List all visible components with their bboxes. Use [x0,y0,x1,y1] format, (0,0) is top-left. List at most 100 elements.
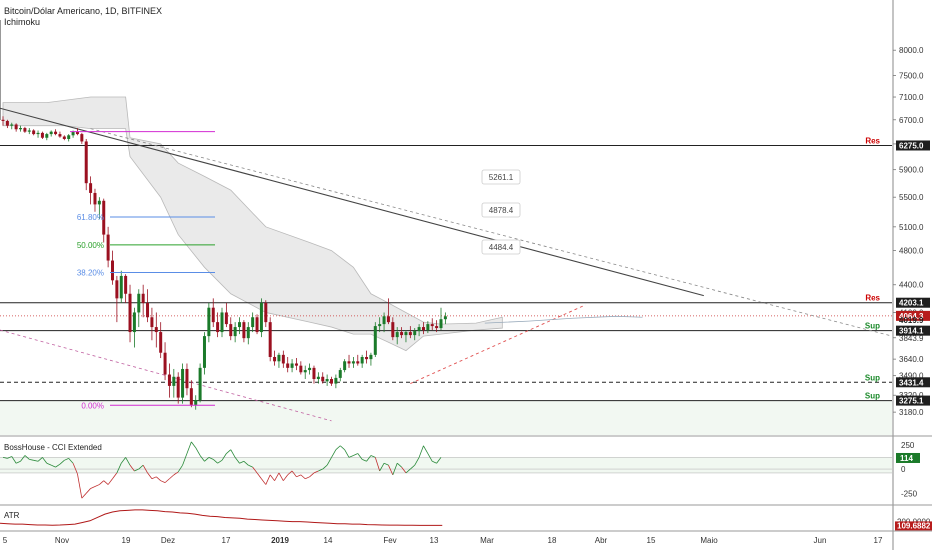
x-tick-label: Fev [383,536,396,545]
y-tick-label: 5500.0 [899,193,924,202]
x-tick-label: 5 [3,536,8,545]
candle-body [409,332,412,335]
candle-body [146,303,149,317]
y-tick-label: 4400.0 [899,281,924,290]
candle-body [98,201,101,205]
cci-segment [279,473,283,481]
x-tick-label: 15 [647,536,656,545]
atr-line [0,510,442,525]
candle-body [334,378,337,384]
candle-body [418,327,421,331]
level-label-res: Res [865,294,880,303]
candle-body [260,303,263,332]
candle-body [41,133,44,138]
price-axis: 8000.07500.07100.06700.06300.05900.05500… [893,46,930,417]
candle-body [330,379,333,384]
cci-segment [165,479,169,483]
ichimoku-span-line [485,316,643,323]
candle-body [273,357,276,361]
level-label-sup: Sup [865,373,880,382]
price-label: 4203.1 [899,299,924,308]
candle-body [264,303,267,322]
x-tick-label: 2019 [271,536,289,545]
cci-pane-title[interactable]: BossHouse - CCI Extended [4,443,102,452]
candle-body [72,132,75,136]
candle-body [317,377,320,379]
price-label: 6275.0 [899,141,924,150]
cci-segment [196,448,200,456]
candle-body [207,308,210,336]
cci-segment [275,473,279,481]
candle-body [378,324,381,326]
y-tick-label: 3180.0 [899,408,924,417]
cci-segment [266,475,270,485]
cci-segment [301,475,305,479]
candle-body [277,355,280,361]
candle-body [426,324,429,330]
cci-segment [336,446,340,450]
price-label: 3914.1 [899,327,924,336]
atr-value-label: 109.6882 [897,521,931,530]
candle-body [221,312,224,332]
x-tick-label: Mar [480,536,494,545]
candle-body [229,324,232,336]
candle-body [32,130,35,134]
candle-body [295,363,298,365]
price-label: 3431.4 [899,378,924,387]
candle-body [212,308,215,322]
cci-segment [226,450,230,454]
cci-segment [345,450,349,458]
rising-support-line [410,305,585,384]
cci-segment [423,446,427,454]
cci-segment [310,473,314,477]
cci-segment [86,488,90,493]
x-tick-label: 18 [548,536,557,545]
candle-body [203,336,206,368]
candle-body [115,280,118,298]
candle-body [374,326,377,355]
callouts-layer: 5261.14878.44484.4 [482,170,520,254]
cci-segment [77,474,81,498]
candle-body [400,332,403,335]
indicator-ichimoku-label[interactable]: Ichimoku [4,17,40,27]
symbol-title: Bitcoin/Dólar Americano, 1D, BITFINEX [4,6,162,16]
cci-segment [99,481,103,485]
time-axis: 5 Nov 19 Dez 17 2019 14 Fev 13 Mar 18 Abr 15 Maio Jun 1… [3,536,883,545]
candle-body [107,235,110,261]
x-tick-label: 14 [324,536,333,545]
candle-body [89,183,92,193]
cci-segment [296,475,300,477]
candle-body [391,322,394,337]
candle-body [10,124,13,125]
atr-pane: 200.0000109.6882 [0,510,932,530]
cci-segment [82,493,86,498]
fib-level-label: 0.00% [81,401,104,410]
candle-body [63,137,66,139]
candle-body [251,317,254,327]
candle-body [137,294,140,313]
cci-segment [305,477,309,479]
candle-body [225,312,228,324]
candle-body [404,332,407,335]
cci-segment [156,477,160,481]
cci-segment [283,475,287,481]
fib-level-label: 38.20% [77,268,104,277]
candle-body [111,261,114,281]
candle-body [352,361,355,363]
candle-body [387,316,390,322]
cci-segment [95,485,99,487]
x-tick-label: 17 [874,536,883,545]
candle-body [50,132,53,134]
cci-segment [261,479,265,485]
level-lines: ResResSupSupSup [0,136,892,400]
x-tick-label: 19 [122,536,131,545]
atr-pane-title[interactable]: ATR [4,511,19,520]
cci-segment [161,481,165,483]
x-tick-label: Abr [595,536,608,545]
candle-body [242,322,245,338]
candle-body [348,361,351,363]
cci-value-label: 114 [900,454,913,463]
fib-level-label: 61.80% [77,213,104,222]
